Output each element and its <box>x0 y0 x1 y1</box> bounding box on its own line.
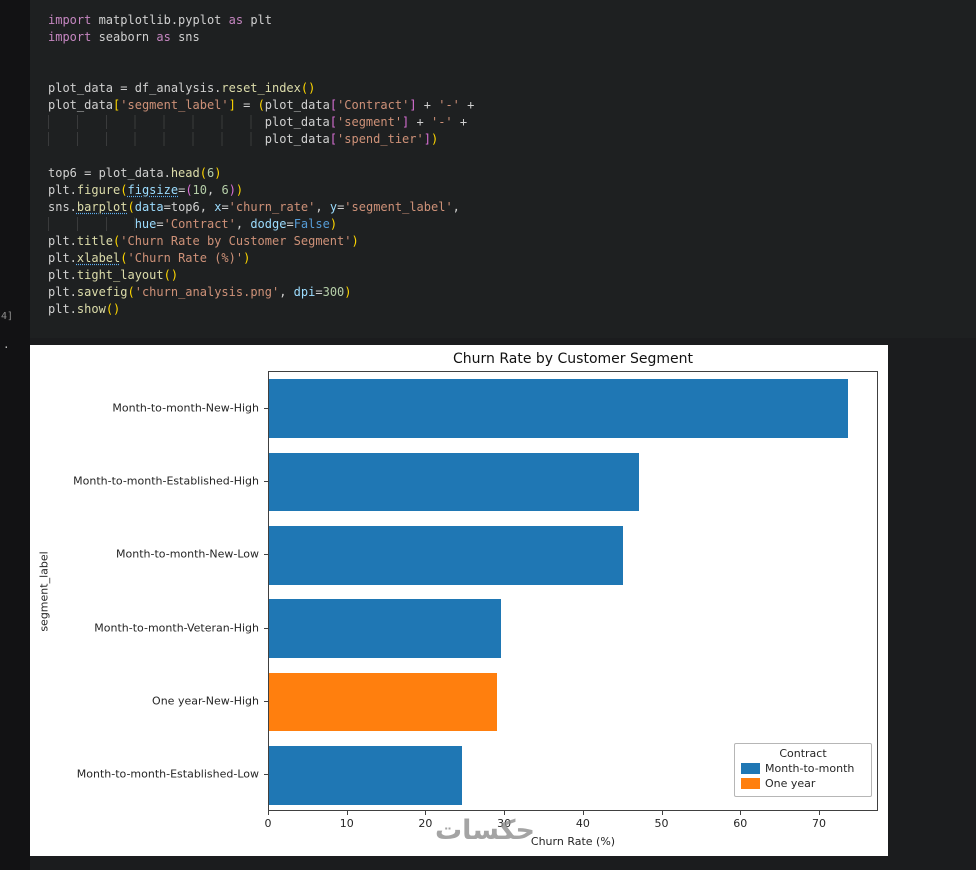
watermark: حكسات <box>435 815 535 846</box>
legend-color-patch <box>741 763 760 774</box>
y-tick-label: Month-to-month-Veteran-High <box>94 621 259 635</box>
y-tick-label: Month-to-month-New-High <box>112 401 259 415</box>
x-tick-label: 10 <box>339 817 354 830</box>
x-tick-mark <box>661 811 663 815</box>
x-axis: 0 10 20 30 40 50 60 70 <box>264 811 878 835</box>
chart-bar <box>269 746 462 805</box>
y-tick-label: Month-to-month-Established-High <box>73 474 259 488</box>
legend-title: Contract <box>779 747 827 760</box>
legend-entry: One year <box>741 777 865 790</box>
chart-bar <box>269 379 848 438</box>
code-line <box>48 148 976 165</box>
x-tick-mark <box>818 811 820 815</box>
legend-entry: Month-to-month <box>741 762 865 775</box>
chart-bar <box>269 672 498 732</box>
code-line: hue='Contract', dodge=False) <box>48 216 976 233</box>
gutter-dot: . <box>3 338 10 351</box>
y-tick-mark <box>264 701 268 702</box>
y-tick-label: Month-to-month-Established-Low <box>76 767 259 781</box>
code-line: sns.barplot(data=top6, x='churn_rate', y… <box>48 200 460 214</box>
code-line <box>48 46 976 63</box>
y-tick-label: Month-to-month-New-Low <box>116 547 259 561</box>
code-line: plt.savefig('churn_analysis.png', dpi=30… <box>48 285 352 299</box>
code-line: plot_data['spend_tier']) <box>48 131 976 148</box>
code-line: import seaborn as sns <box>48 30 200 44</box>
chart-bar <box>269 526 624 585</box>
legend-entry-label: Month-to-month <box>765 762 855 775</box>
code-line: plot_data = df_analysis.reset_index() <box>48 81 316 95</box>
code-line: plt.title('Churn Rate by Customer Segmen… <box>48 234 359 248</box>
x-tick-label: 60 <box>733 817 748 830</box>
window-left-margin: 4] . <box>0 0 30 870</box>
x-tick-mark <box>268 811 269 815</box>
x-tick-label: 70 <box>811 817 826 830</box>
chart-title: Churn Rate by Customer Segment <box>453 351 693 367</box>
y-tick-label: One year-New-High <box>152 694 259 708</box>
code-line <box>48 63 976 80</box>
x-tick-mark <box>582 811 584 815</box>
code-area[interactable]: import matplotlib.pyplot as plt import se… <box>30 0 976 318</box>
y-axis-ticks <box>264 371 268 811</box>
code-line: plot_data['segment_label'] = (plot_data[… <box>48 98 475 112</box>
chart-bar <box>269 599 502 658</box>
legend-color-patch <box>741 778 760 789</box>
x-tick-mark <box>504 811 506 815</box>
x-tick-mark <box>740 811 742 815</box>
code-line: top6 = plot_data.head(6) <box>48 166 222 180</box>
x-tick-label: 0 <box>264 817 272 830</box>
legend-entries: Month-to-month One year <box>741 762 865 790</box>
y-tick-labels: Month-to-month-New-High Month-to-month-Es… <box>30 371 263 811</box>
code-line: plt.xlabel('Churn Rate (%)') <box>48 251 251 265</box>
code-line: plot_data['segment'] + '-' + <box>48 114 976 131</box>
chart-bar <box>269 452 639 512</box>
code-line: import matplotlib.pyplot as plt <box>48 13 272 27</box>
code-line: plt.figure(figsize=(10, 6)) <box>48 183 244 197</box>
plot-area: Contract Month-to-month One year <box>268 371 878 811</box>
code-editor[interactable]: import matplotlib.pyplot as plt import se… <box>30 0 976 338</box>
x-tick-label: 50 <box>654 817 669 830</box>
x-tick-label: 20 <box>418 817 433 830</box>
code-line: plt.tight_layout() <box>48 268 179 282</box>
y-tick-mark <box>264 481 268 482</box>
x-tick-label: 40 <box>575 817 590 830</box>
code-line: plt.show() <box>48 302 121 316</box>
cell-execution-count: 4] <box>1 311 14 322</box>
x-tick-mark <box>346 811 348 815</box>
x-tick-mark <box>425 811 427 815</box>
x-tick-label: 30 <box>497 817 512 830</box>
legend-entry-label: One year <box>765 777 816 790</box>
y-tick-mark <box>264 554 268 556</box>
chart-figure: Churn Rate by Customer Segment segment_l… <box>30 345 888 856</box>
y-tick-mark <box>264 627 268 629</box>
legend: Contract Month-to-month One year <box>734 743 872 797</box>
y-tick-mark <box>264 774 268 776</box>
y-tick-mark <box>264 407 268 409</box>
x-axis-label: Churn Rate (%) <box>530 835 616 848</box>
